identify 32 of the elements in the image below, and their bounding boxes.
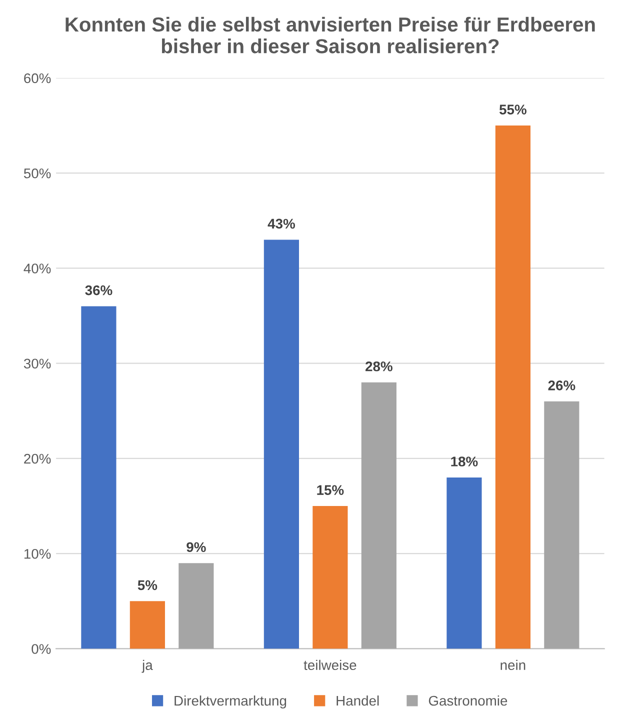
data-label: 18% bbox=[451, 456, 478, 466]
data-label: 55% bbox=[499, 104, 526, 114]
data-label: 43% bbox=[268, 218, 295, 229]
bar bbox=[81, 306, 116, 649]
y-tick-label: 60% bbox=[24, 73, 51, 84]
chart-title: Konnten Sie die selbst anvisierten Preise für Erdbeeren bisher in dieser Saison realisieren? bbox=[66, 16, 595, 54]
y-tick-label: 30% bbox=[24, 358, 51, 369]
y-tick-label: 0% bbox=[32, 644, 51, 654]
bar bbox=[446, 478, 482, 649]
legend-label: Direktvermarktung bbox=[174, 695, 286, 708]
y-tick-label: 20% bbox=[24, 454, 51, 464]
y-tick-label: 40% bbox=[24, 264, 51, 274]
bar bbox=[544, 401, 580, 649]
x-tick-label: teilweise bbox=[304, 660, 356, 670]
data-label: 5% bbox=[138, 580, 158, 590]
bar bbox=[312, 506, 348, 649]
y-tick-label: 50% bbox=[24, 168, 51, 178]
x-tick-label: ja bbox=[142, 660, 153, 673]
legend-label: Gastronomie bbox=[428, 695, 508, 706]
bar bbox=[178, 563, 214, 649]
data-label: 9% bbox=[186, 542, 206, 552]
x-tick-label: nein bbox=[500, 660, 526, 670]
bar bbox=[264, 240, 299, 649]
data-label: 15% bbox=[317, 485, 344, 495]
legend-label: Handel bbox=[336, 695, 379, 706]
bar bbox=[495, 126, 530, 649]
y-tick-label: 10% bbox=[24, 548, 51, 559]
data-label: 26% bbox=[548, 380, 576, 390]
data-label: 36% bbox=[85, 285, 112, 296]
data-label: 28% bbox=[366, 361, 392, 372]
bar bbox=[361, 382, 396, 649]
bar bbox=[130, 601, 165, 649]
